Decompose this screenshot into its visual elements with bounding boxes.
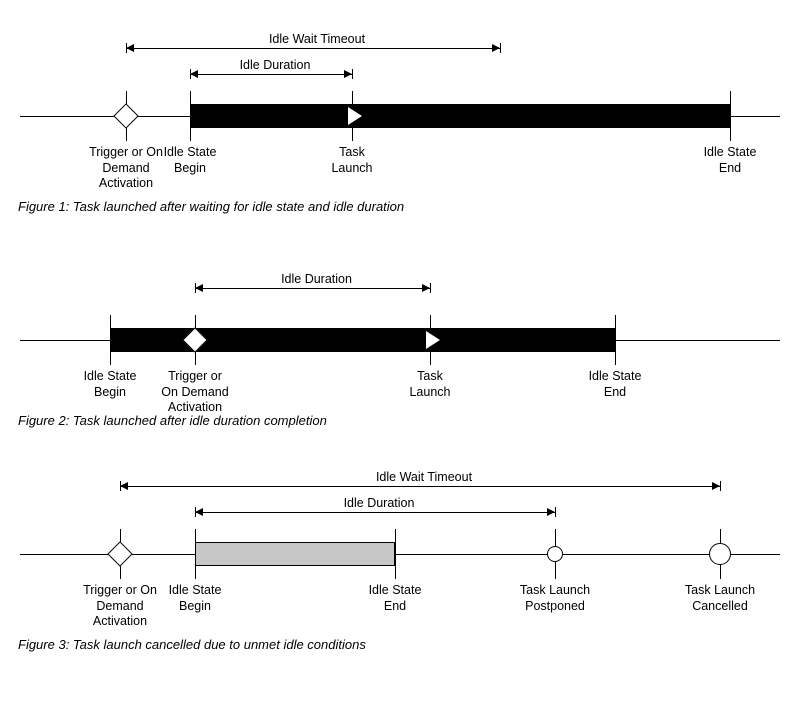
timeline: Idle Wait TimeoutIdle DurationTrigger or… [10,20,790,195]
dimension-label: Idle Wait Timeout [360,470,488,484]
arrow-left-icon [120,482,128,490]
dimension-line [120,486,720,487]
figure-fig3: Idle Wait TimeoutIdle DurationTrigger or… [10,458,796,652]
dimension-tick [555,507,556,517]
arrow-right-icon [344,70,352,78]
dimension-label: Idle Duration [211,58,339,72]
arrow-left-icon [190,70,198,78]
dimension-tick [195,283,196,293]
circle-icon [709,543,731,565]
marker-label: TaskLaunch [297,145,407,176]
marker-label: Task LaunchPostponed [500,583,610,614]
marker-tick [110,315,111,365]
figure-caption: Figure 2: Task launched after idle durat… [18,413,796,428]
marker-label: Idle StateEnd [675,145,785,176]
dimension-tick [190,69,191,79]
figure-caption: Figure 1: Task launched after waiting fo… [18,199,796,214]
marker-label: Trigger orOn DemandActivation [140,369,250,416]
arrow-right-icon [492,44,500,52]
dimension-line [195,512,555,513]
dimension-tick [126,43,127,53]
circle-icon [547,546,563,562]
idle-bar [190,104,730,128]
dimension-tick [500,43,501,53]
dimension-label: Idle Duration [315,496,443,510]
marker-tick [395,529,396,579]
diamond-icon [113,103,138,128]
marker-label: Idle StateBegin [135,145,245,176]
arrow-right-icon [712,482,720,490]
figure-fig2: Idle DurationIdle StateBeginTrigger orOn… [10,244,796,428]
dimension-tick [120,481,121,491]
marker-label: Idle StateBegin [140,583,250,614]
marker-tick [195,529,196,579]
dimension-tick [720,481,721,491]
axis-line [20,554,780,555]
marker-tick [190,91,191,141]
dimension-label: Idle Duration [253,272,381,286]
dimension-line [190,74,352,75]
timeline: Idle Wait TimeoutIdle DurationTrigger or… [10,458,790,633]
arrow-left-icon [195,284,203,292]
arrow-right-icon [547,508,555,516]
triangle-icon [426,331,440,349]
dimension-line [195,288,430,289]
dimension-label: Idle Wait Timeout [253,32,381,46]
marker-label: TaskLaunch [375,369,485,400]
arrow-left-icon [195,508,203,516]
triangle-icon [348,107,362,125]
figure-fig1: Idle Wait TimeoutIdle DurationTrigger or… [10,20,796,214]
diamond-icon [107,541,132,566]
dimension-tick [352,69,353,79]
marker-label: Idle StateEnd [340,583,450,614]
marker-tick [615,315,616,365]
dimension-tick [430,283,431,293]
idle-bar [195,542,395,566]
arrow-left-icon [126,44,134,52]
figure-caption: Figure 3: Task launch cancelled due to u… [18,637,796,652]
marker-label: Idle StateEnd [560,369,670,400]
marker-label: Task LaunchCancelled [665,583,775,614]
dimension-line [126,48,500,49]
timeline: Idle DurationIdle StateBeginTrigger orOn… [10,244,790,409]
dimension-tick [195,507,196,517]
marker-tick [730,91,731,141]
arrow-right-icon [422,284,430,292]
